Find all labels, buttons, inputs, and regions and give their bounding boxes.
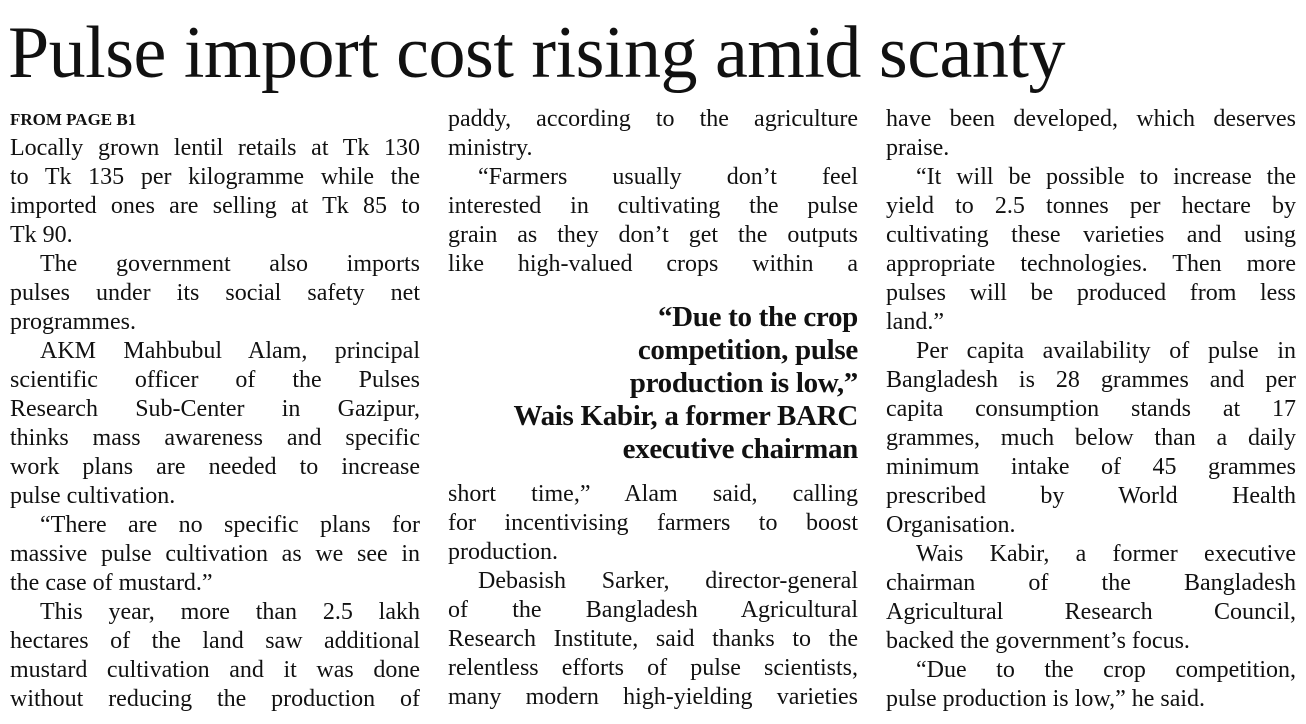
text-line: AKM Mahbubul Alam, principal	[40, 338, 420, 364]
text-line: pulses will be produced from less	[886, 280, 1296, 306]
text-line: Per capita availability of pulse in	[916, 338, 1296, 364]
text-line: grain as they don’t get the outputs	[448, 222, 858, 248]
text-line: scientific officer of the Pulses	[10, 367, 420, 393]
text-line: backed the government’s focus.	[886, 628, 1190, 654]
text-line: thinks mass awareness and specific	[10, 425, 420, 451]
text-line: grammes, much below than a daily	[886, 425, 1296, 451]
paragraph: Per capita availability of pulse in Bangl…	[886, 337, 1296, 540]
text-line: yield to 2.5 tonnes per hectare by	[886, 193, 1296, 219]
column-1: FROM PAGE B1 Locally grown lentil retail…	[10, 105, 420, 714]
paragraph: “Due to the crop competition, pulse produ…	[886, 656, 1296, 714]
pull-quote: “Due to the crop competition, pulse produc…	[448, 301, 858, 466]
paragraph: have been developed, which deserves prais…	[886, 105, 1296, 163]
text-line: short time,” Alam said, calling	[448, 481, 858, 507]
text-line: “Farmers usually don’t feel	[478, 164, 858, 190]
paragraph: This year, more than 2.5 lakh hectares of…	[10, 598, 420, 714]
text-line: interested in cultivating the pulse	[448, 193, 858, 219]
text-line: for incentivising farmers to boost	[448, 510, 858, 536]
pull-quote-line: Wais Kabir, a former BARC	[513, 400, 858, 432]
pull-quote-line: competition, pulse	[637, 334, 858, 366]
text-line: massive pulse cultivation as we see in	[10, 541, 420, 567]
text-line: mustard cultivation and it was done	[10, 657, 420, 683]
text-line: prescribed by World Health	[886, 483, 1296, 509]
text-line: “There are no specific plans for	[40, 512, 420, 538]
text-line: pulse cultivation.	[10, 483, 176, 509]
text-line: of the Bangladesh Agricultural	[448, 597, 858, 623]
text-line: land.”	[886, 309, 944, 335]
page-reference: FROM PAGE B1	[10, 110, 137, 129]
text-line: Wais Kabir, a former executive	[916, 541, 1296, 567]
text-line: many modern high-yielding varieties	[448, 684, 858, 710]
text-line: Debasish Sarker, director-general	[478, 568, 858, 594]
paragraph: Debasish Sarker, director-general of the …	[448, 567, 858, 712]
text-line: appropriate technologies. Then more	[886, 251, 1296, 277]
text-line: Tk 90.	[10, 222, 73, 248]
text-line: Research Institute, said thanks to the	[448, 626, 858, 652]
text-line: work plans are needed to increase	[10, 454, 420, 480]
text-line: imported ones are selling at Tk 85 to	[10, 193, 420, 219]
paragraph: paddy, according to the agriculture minis…	[448, 105, 858, 163]
text-line: programmes.	[10, 309, 136, 335]
paragraph: Wais Kabir, a former executive chairman o…	[886, 540, 1296, 656]
paragraph: “Farmers usually don’t feel interested in…	[448, 163, 858, 279]
text-line: ministry.	[448, 135, 533, 161]
pull-quote-line: production is low,”	[629, 367, 859, 399]
paragraph: “There are no specific plans for massive …	[10, 511, 420, 598]
text-line: capita consumption stands at 17	[886, 396, 1296, 422]
text-line: Locally grown lentil retails at Tk 130	[10, 135, 420, 161]
column-2: paddy, according to the agriculture minis…	[448, 105, 858, 712]
text-line: paddy, according to the agriculture	[448, 106, 858, 132]
text-line: This year, more than 2.5 lakh	[40, 599, 420, 625]
text-line: cultivating these varieties and using	[886, 222, 1296, 248]
text-line: without reducing the production of	[10, 686, 420, 712]
text-line: The government also imports	[40, 251, 420, 277]
text-line: pulse production is low,” he said.	[886, 686, 1206, 712]
pull-quote-line: executive chairman	[622, 433, 859, 465]
text-line: chairman of the Bangladesh	[886, 570, 1296, 596]
text-line: pulses under its social safety net	[10, 280, 420, 306]
text-line: hectares of the land saw additional	[10, 628, 420, 654]
paragraph: AKM Mahbubul Alam, principal scientific o…	[10, 337, 420, 511]
headline: Pulse import cost rising amid scanty	[8, 12, 1065, 94]
text-line: like high-valued crops within a	[448, 251, 858, 277]
text-line: “It will be possible to increase the	[916, 164, 1296, 190]
text-line: minimum intake of 45 grammes	[886, 454, 1296, 480]
paragraph: The government also imports pulses under …	[10, 250, 420, 337]
text-line: Bangladesh is 28 grammes and per	[886, 367, 1296, 393]
text-line: praise.	[886, 135, 950, 161]
text-line: to Tk 135 per kilogramme while the	[10, 164, 420, 190]
column-3: have been developed, which deserves prais…	[886, 105, 1296, 714]
paragraph: short time,” Alam said, calling for incen…	[448, 480, 858, 567]
pull-quote-line: “Due to the crop	[657, 301, 858, 333]
text-line: “Due to the crop competition,	[916, 657, 1296, 683]
text-line: have been developed, which deserves	[886, 106, 1296, 132]
text-line: Agricultural Research Council,	[886, 599, 1296, 625]
paragraph: “It will be possible to increase the yiel…	[886, 163, 1296, 337]
text-line: production.	[448, 539, 558, 565]
text-line: Organisation.	[886, 512, 1016, 538]
text-line: the case of mustard.”	[10, 570, 213, 596]
paragraph: Locally grown lentil retails at Tk 130 to…	[10, 134, 420, 250]
text-line: Research Sub-Center in Gazipur,	[10, 396, 420, 422]
text-line: relentless efforts of pulse scientists,	[448, 655, 858, 681]
